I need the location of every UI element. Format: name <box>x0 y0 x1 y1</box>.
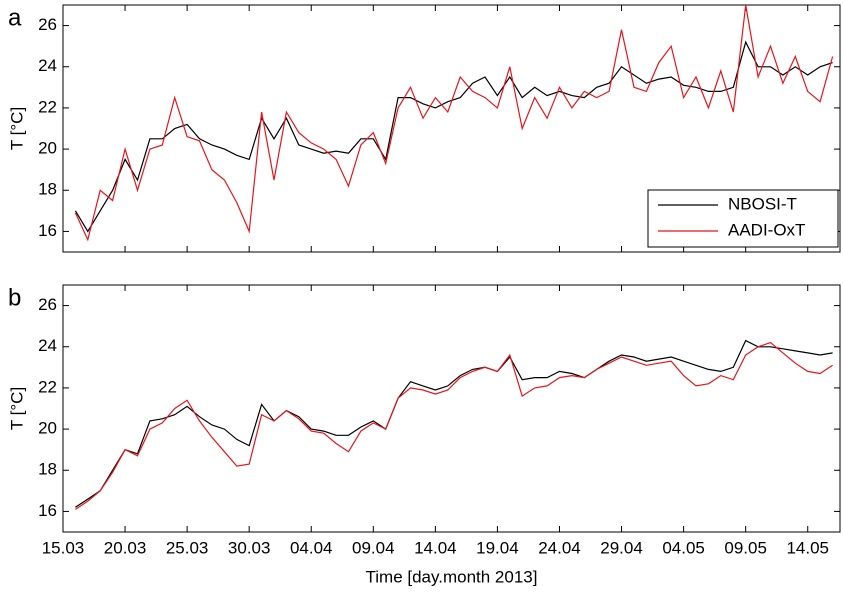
x-tick-label: 14.04 <box>414 538 457 557</box>
y-tick-label: 18 <box>38 460 57 479</box>
y-tick-label: 26 <box>38 295 57 314</box>
legend-box <box>647 189 839 248</box>
y-tick-label: 24 <box>38 56 57 75</box>
x-axis-label: Time [day.month 2013] <box>366 567 538 586</box>
x-tick-label: 09.05 <box>724 538 767 557</box>
data-line <box>74 5 834 242</box>
plot-area <box>62 284 841 533</box>
x-tick-label: 14.05 <box>786 538 829 557</box>
x-tick-label: 19.04 <box>476 538 519 557</box>
x-tick-label: 24.04 <box>538 538 581 557</box>
y-tick-label: 16 <box>38 221 57 240</box>
y-tick-label: 20 <box>38 419 57 438</box>
panel-label: a <box>8 4 22 31</box>
data-line <box>75 341 833 510</box>
y-tick-label: 24 <box>38 336 57 355</box>
data-line <box>74 40 833 233</box>
x-tick-label: 04.04 <box>290 538 333 557</box>
y-tick-label: 26 <box>38 15 57 34</box>
x-tick-label: 09.04 <box>352 538 395 557</box>
legend-label: NBOSI-T <box>728 194 797 213</box>
plot-area <box>62 4 841 253</box>
y-axis-label: T [°C] <box>7 387 26 430</box>
y-tick-label: 16 <box>38 501 57 520</box>
y-tick-label: 20 <box>38 139 57 158</box>
x-tick-label: 29.04 <box>600 538 643 557</box>
x-tick-label: 30.03 <box>228 538 271 557</box>
y-tick-label: 22 <box>38 377 57 396</box>
x-tick-label: 20.03 <box>104 538 147 557</box>
panel-label: b <box>8 284 21 311</box>
x-tick-label: 15.03 <box>42 538 85 557</box>
y-axis-label: T [°C] <box>7 107 26 150</box>
legend-label: AADI-OxT <box>728 220 805 239</box>
y-tick-label: 18 <box>38 180 57 199</box>
data-line <box>75 339 833 508</box>
y-tick-label: 22 <box>38 97 57 116</box>
x-tick-label: 04.05 <box>662 538 705 557</box>
x-tick-label: 25.03 <box>166 538 209 557</box>
